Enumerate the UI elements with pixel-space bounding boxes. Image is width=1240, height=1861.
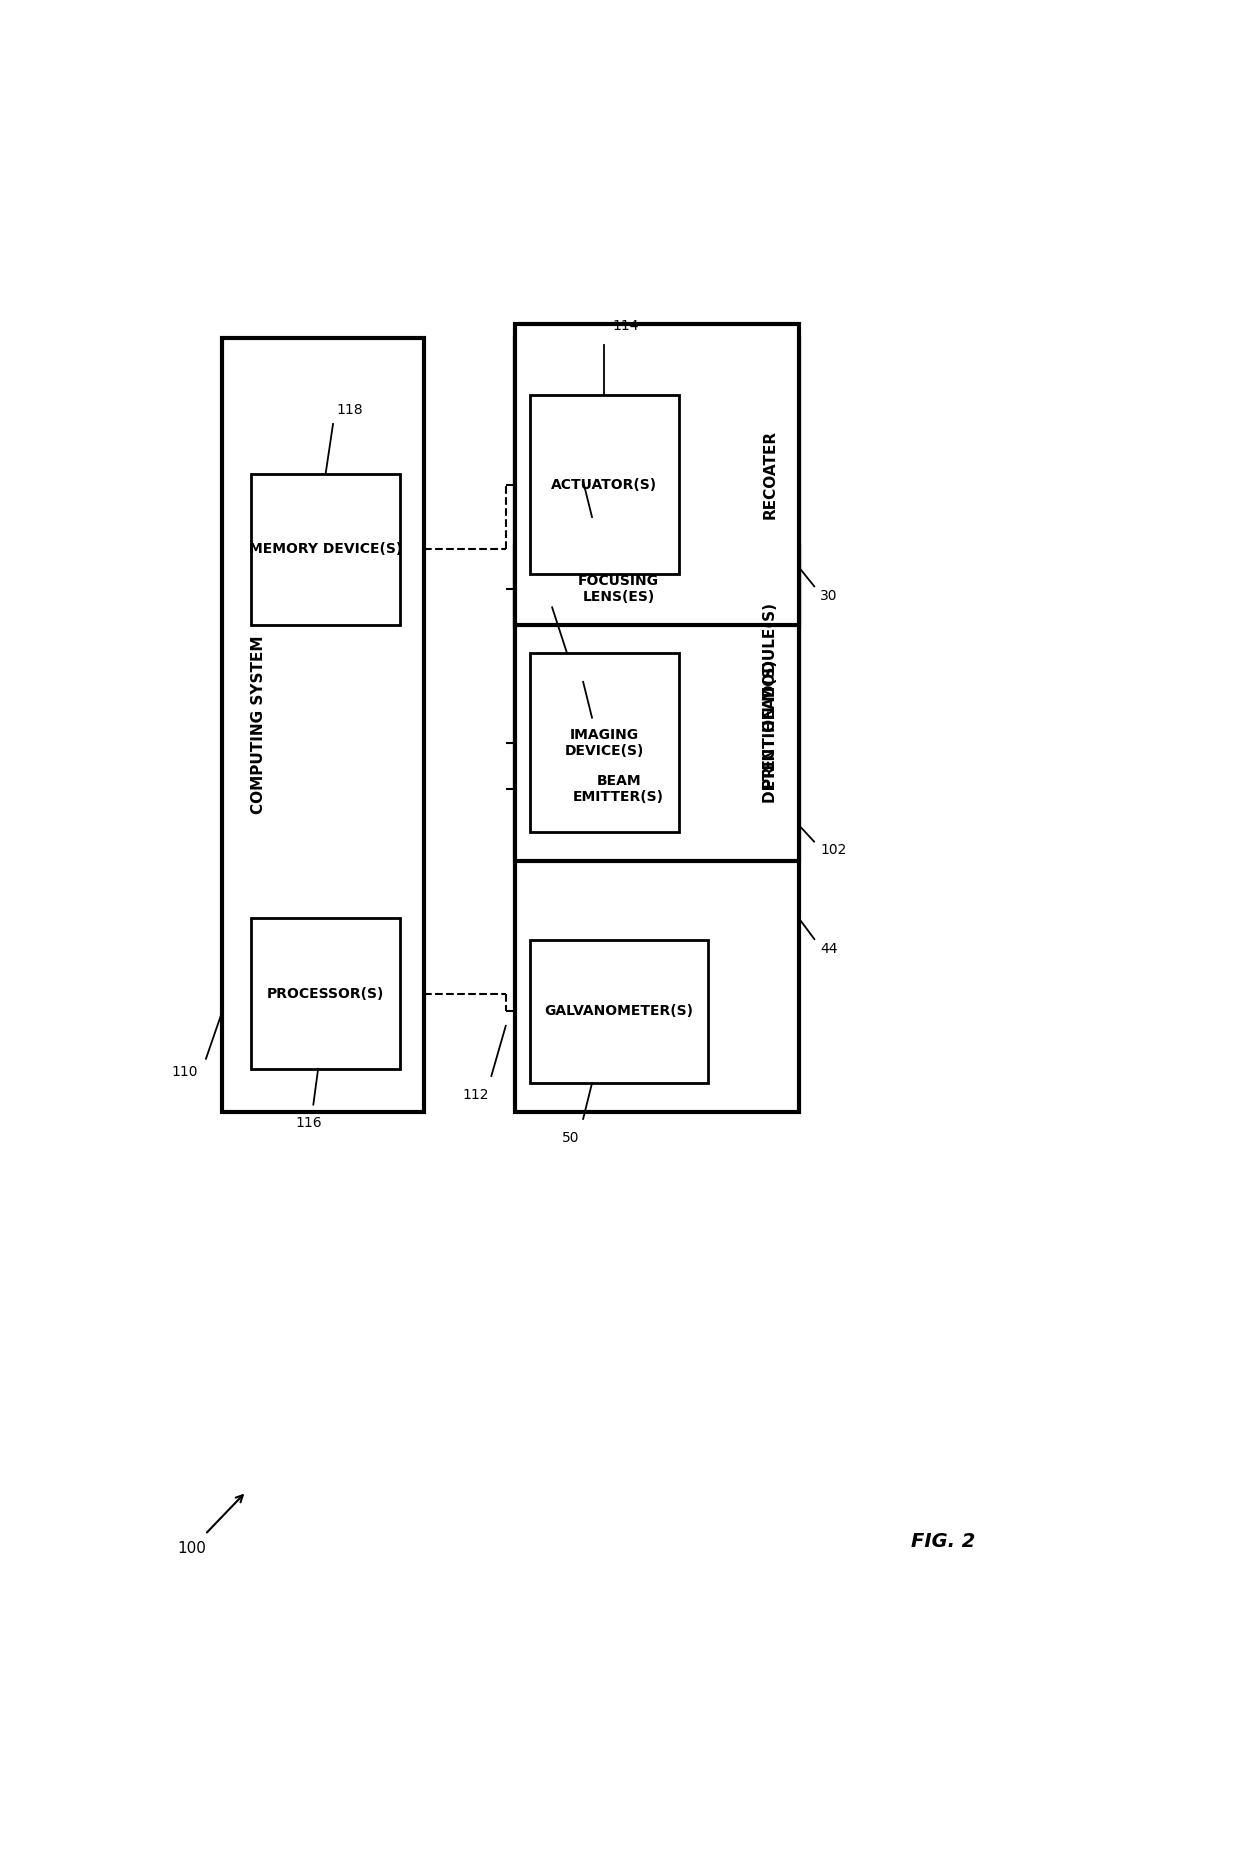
Text: ACTUATOR(S): ACTUATOR(S) bbox=[552, 478, 657, 491]
Bar bbox=[529, 718, 708, 862]
Text: IMAGING
DEVICE(S): IMAGING DEVICE(S) bbox=[564, 728, 644, 757]
Bar bbox=[516, 339, 799, 1111]
Text: COMPUTING SYSTEM: COMPUTING SYSTEM bbox=[252, 636, 267, 813]
Text: PRINT HEAD(S): PRINT HEAD(S) bbox=[763, 661, 777, 789]
Text: FOCUSING
LENS(ES): FOCUSING LENS(ES) bbox=[578, 573, 660, 603]
Bar bbox=[516, 545, 799, 862]
Text: 100: 100 bbox=[177, 1541, 206, 1556]
Text: 112: 112 bbox=[463, 1087, 489, 1102]
Text: 118: 118 bbox=[336, 402, 362, 417]
Text: 110: 110 bbox=[172, 1064, 198, 1079]
Bar bbox=[529, 940, 708, 1083]
Text: 30: 30 bbox=[820, 588, 837, 603]
Bar bbox=[529, 395, 678, 575]
Text: 104: 104 bbox=[523, 582, 549, 596]
Text: 50: 50 bbox=[562, 1130, 579, 1145]
Text: 116: 116 bbox=[295, 1117, 322, 1130]
Bar bbox=[222, 339, 424, 1111]
Text: PROCESSOR(S): PROCESSOR(S) bbox=[267, 986, 384, 1001]
Text: GALVANOMETER(S): GALVANOMETER(S) bbox=[544, 1005, 693, 1018]
Text: DETECTION MODULE(S): DETECTION MODULE(S) bbox=[763, 603, 777, 804]
Text: RECOATER: RECOATER bbox=[763, 430, 777, 519]
Text: 114: 114 bbox=[613, 320, 639, 333]
Text: BEAM
EMITTER(S): BEAM EMITTER(S) bbox=[573, 774, 665, 804]
Bar bbox=[529, 517, 708, 661]
Bar bbox=[250, 917, 401, 1068]
Text: MEMORY DEVICE(S): MEMORY DEVICE(S) bbox=[249, 542, 402, 556]
Text: 46: 46 bbox=[562, 657, 579, 670]
Bar bbox=[516, 324, 799, 625]
Text: 102: 102 bbox=[820, 843, 847, 856]
Bar bbox=[529, 653, 678, 832]
Text: FIG. 2: FIG. 2 bbox=[911, 1532, 975, 1552]
Text: 44: 44 bbox=[820, 942, 837, 957]
Bar bbox=[250, 475, 401, 625]
Text: 54: 54 bbox=[562, 456, 579, 469]
